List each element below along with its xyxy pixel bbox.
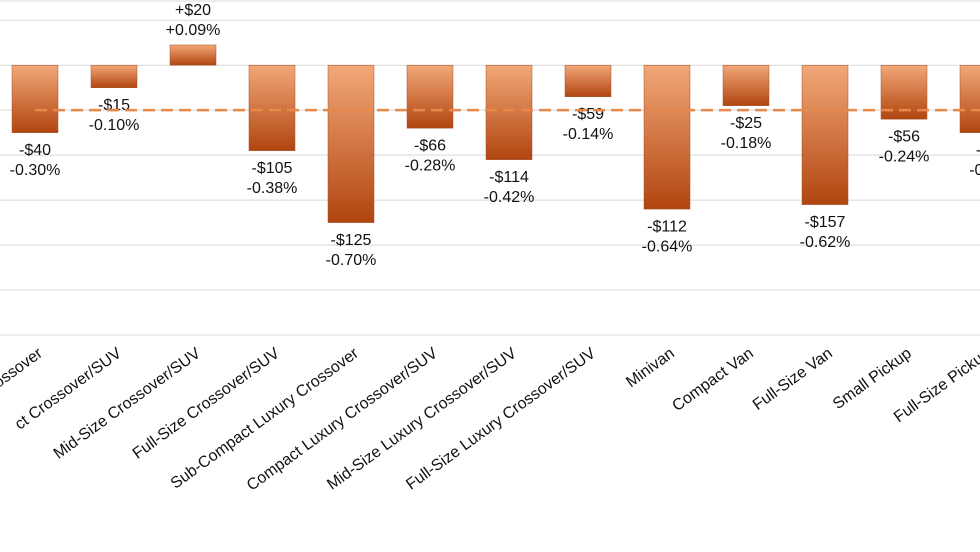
dollar-label: -$112 xyxy=(647,218,687,235)
dollar-label: -$66 xyxy=(414,137,446,154)
bar xyxy=(406,64,454,129)
dollar-label: +$20 xyxy=(175,2,211,19)
bar xyxy=(643,64,691,210)
dollar-label: -$25 xyxy=(730,115,762,132)
bar xyxy=(485,64,533,160)
value-label: -0.42% xyxy=(484,189,535,206)
x-tick-label: Small Pickup xyxy=(830,345,915,413)
value-label: -0.14% xyxy=(563,126,614,143)
value-label: -0.70% xyxy=(326,252,377,269)
dollar-label: -$ xyxy=(976,142,980,159)
value-label: -0.24% xyxy=(879,148,930,165)
x-tick-label: ossover xyxy=(0,345,46,392)
value-label: -0.10% xyxy=(89,117,140,134)
bar xyxy=(11,64,59,133)
dollar-label: -$157 xyxy=(805,214,846,231)
bar xyxy=(959,64,980,133)
x-tick-label: Mid-Size Crossover/SUV xyxy=(51,345,204,463)
bar xyxy=(169,44,217,66)
value-label: -0.28% xyxy=(405,157,456,174)
x-tick-label: Full-Size Crossover/SUV xyxy=(130,345,283,463)
x-tick-label: Full-Size Van xyxy=(750,345,836,414)
x-tick-label: Minivan xyxy=(623,345,678,391)
bar xyxy=(327,64,375,223)
bar xyxy=(90,64,138,88)
dollar-label: -$114 xyxy=(489,169,529,186)
value-label: -0.64% xyxy=(642,238,693,255)
dollar-label: -$56 xyxy=(888,128,920,145)
value-label: -0.30% xyxy=(10,162,61,179)
dollar-label: -$15 xyxy=(98,97,130,114)
dollar-label: -$59 xyxy=(572,106,604,123)
bar xyxy=(248,64,296,151)
bar xyxy=(801,64,849,205)
dollar-label: -$105 xyxy=(252,160,293,177)
bar xyxy=(722,64,770,106)
value-label: +0.09% xyxy=(166,22,221,39)
value-label: -0.3 xyxy=(969,162,980,179)
dollar-label: -$40 xyxy=(19,142,51,159)
value-label: -0.38% xyxy=(247,180,298,197)
value-label: -0.62% xyxy=(800,234,851,251)
x-tick-label: Compact Van xyxy=(669,345,756,415)
value-label: -0.18% xyxy=(721,135,772,152)
dollar-label: -$125 xyxy=(331,232,372,249)
bar xyxy=(564,64,612,97)
